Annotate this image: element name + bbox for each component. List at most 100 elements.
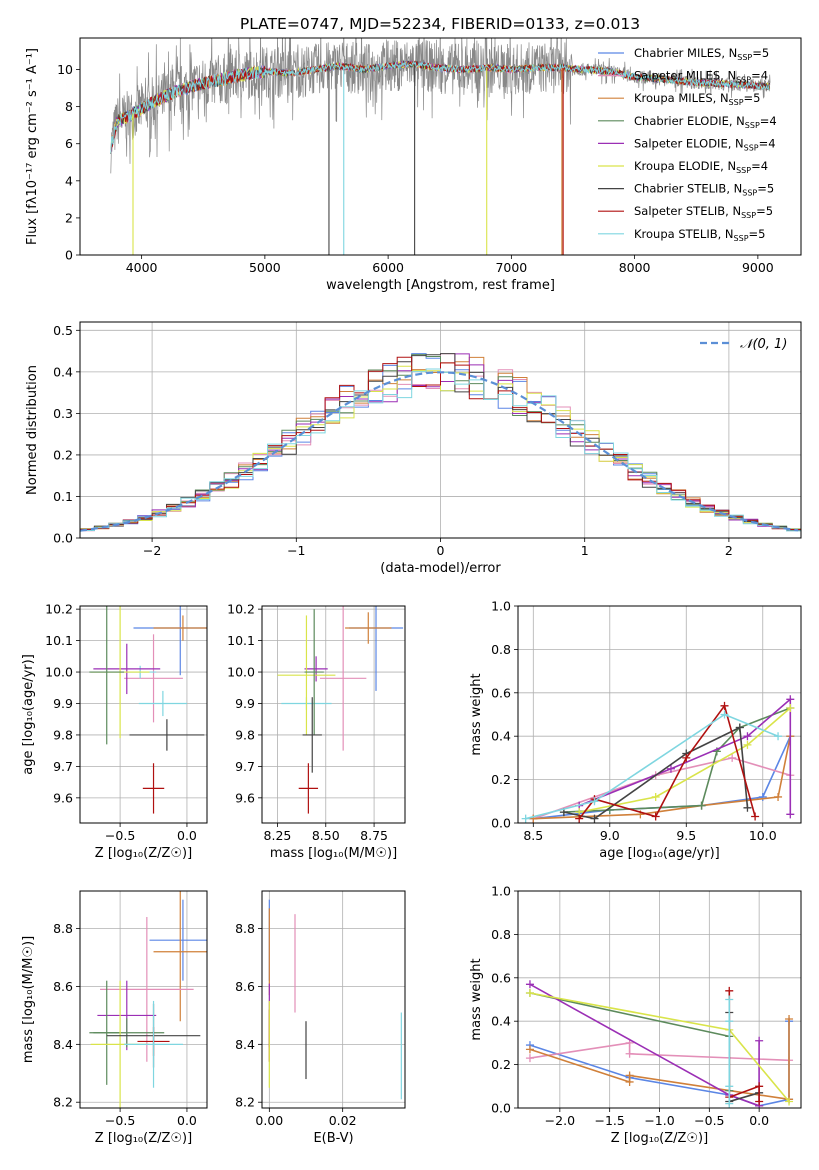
y-tick-label: 8.8 <box>235 921 255 936</box>
y-tick-label: 8.6 <box>235 979 255 994</box>
x-tick-label: 8.50 <box>312 828 340 843</box>
y-tick-label: 8 <box>65 99 73 114</box>
observed-spectrum-line <box>110 38 771 174</box>
y-tick-label: 0.0 <box>53 531 73 546</box>
weight-point-marker <box>651 812 660 821</box>
y-tick-label: 9.6 <box>235 790 255 805</box>
weight-point-marker <box>525 980 534 989</box>
weight-point-marker <box>728 753 737 762</box>
x-tick-label: 0 <box>437 543 445 558</box>
x-tick-label: 10.0 <box>749 828 777 843</box>
y-tick-label: 0.1 <box>53 489 73 504</box>
x-axis-label: E(B-V) <box>313 1131 353 1146</box>
y-tick-label: 0.8 <box>491 642 511 657</box>
x-tick-label: 7000 <box>495 260 527 275</box>
legend-entry: Kroupa MILES, NSSP=5 <box>634 91 760 107</box>
x-tick-label: 0.02 <box>329 1113 357 1128</box>
weight-point-marker <box>725 1099 734 1108</box>
y-tick-label: 0.4 <box>491 1014 511 1029</box>
y-tick-label: 0.6 <box>491 970 511 985</box>
y-axis-label: age [log₁₀(age/yr)] <box>21 654 36 775</box>
x-axis-label: wavelength [Angstrom, rest frame] <box>326 278 555 293</box>
y-tick-label: 9.6 <box>53 790 73 805</box>
y-tick-label: 10.0 <box>45 665 73 680</box>
y-tick-label: 9.8 <box>235 727 255 742</box>
normal-distribution-curve <box>80 371 799 532</box>
x-axis-label: mass [log₁₀(M/M☉)] <box>270 846 397 861</box>
residual-legend: 𝒩(0, 1) <box>700 337 787 352</box>
x-tick-label: −1.5 <box>594 1113 624 1128</box>
data-point <box>153 615 207 641</box>
weight-point-marker <box>682 753 691 762</box>
x-tick-label: 1 <box>581 543 589 558</box>
weight-point-marker <box>666 764 675 773</box>
data-point <box>93 980 121 1085</box>
y-tick-label: 8.8 <box>53 921 73 936</box>
plot-frame <box>79 37 802 256</box>
x-tick-label: −0.5 <box>105 1113 135 1128</box>
plot-frame <box>517 890 802 1109</box>
weight-series-line <box>525 713 779 820</box>
plot-frame <box>79 321 802 539</box>
y-tick-label: 0.3 <box>53 406 73 421</box>
weight-point-marker <box>651 792 660 801</box>
y-axis-label: mass weight <box>469 958 484 1040</box>
y-tick-label: 8.4 <box>235 1037 255 1052</box>
y-tick-label: 1.0 <box>491 599 511 614</box>
data-point <box>304 609 324 735</box>
spectrum-panel: 4000 5000 6000 7000 8000 9000 0 2 4 6 8 10 wavelengt… <box>25 37 802 293</box>
x-tick-label: 5000 <box>249 260 281 275</box>
y-tick-label: 0.4 <box>53 364 73 379</box>
x-tick-label: −2 <box>143 543 161 558</box>
weight-point-marker <box>743 803 752 812</box>
residual-histogram-line <box>80 356 801 533</box>
x-tick-label: 8000 <box>619 260 651 275</box>
data-point <box>142 763 165 814</box>
weight-point-marker <box>743 732 752 741</box>
y-tick-label: 9.9 <box>235 696 255 711</box>
weight-point-marker <box>751 812 760 821</box>
x-axis-label: Z [log₁₀(Z/Z☉)] <box>95 846 192 861</box>
data-point <box>129 719 205 751</box>
y-tick-label: 10.0 <box>227 665 255 680</box>
weight-series-line <box>529 1019 790 1101</box>
legend-entry: Chabrier STELIB, NSSP=5 <box>634 182 774 198</box>
y-tick-label: 0.0 <box>491 816 511 831</box>
y-tick-label: 9.8 <box>53 727 73 742</box>
weight-point-marker <box>697 801 706 810</box>
weight-point-marker <box>785 1015 794 1024</box>
x-tick-label: −0.5 <box>105 828 135 843</box>
x-tick-label: 0.00 <box>255 1113 283 1128</box>
weight-series-line <box>529 1041 790 1062</box>
x-tick-label: 6000 <box>372 260 404 275</box>
weight-point-marker <box>525 988 534 997</box>
weight-point-marker <box>720 701 729 710</box>
y-tick-label: 9.7 <box>235 759 255 774</box>
data-point <box>153 891 207 1022</box>
weight-point-marker <box>774 792 783 801</box>
y-tick-label: 10.2 <box>227 602 255 617</box>
y-tick-label: 8.4 <box>53 1037 73 1052</box>
weight-point-marker <box>525 1045 534 1054</box>
y-axis-label: mass weight <box>469 673 484 755</box>
y-tick-label: 8.2 <box>53 1095 73 1110</box>
data-point <box>124 1000 183 1088</box>
legend-entry: Chabrier MILES, NSSP=5 <box>634 46 769 62</box>
data-point <box>149 899 207 981</box>
legend-entry: 𝒩(0, 1) <box>740 337 787 352</box>
y-tick-label: 10.1 <box>45 633 73 648</box>
y-tick-label: 0.6 <box>491 685 511 700</box>
plot-frame <box>261 605 406 824</box>
data-point <box>277 615 336 735</box>
weight-point-marker <box>735 723 744 732</box>
x-axis-label: (data-model)/error <box>380 561 501 576</box>
weight-series-line <box>533 757 791 820</box>
x-tick-label: 8.25 <box>264 828 292 843</box>
legend-entry: Kroupa STELIB, NSSP=5 <box>634 227 765 243</box>
legend-entry: Kroupa ELODIE, NSSP=4 <box>634 159 768 175</box>
weight-point-marker <box>725 1017 734 1026</box>
plot-frame <box>517 605 802 824</box>
weight-point-marker <box>725 995 734 1004</box>
weight-point-marker <box>755 1036 764 1045</box>
y-tick-label: 10 <box>57 62 73 77</box>
